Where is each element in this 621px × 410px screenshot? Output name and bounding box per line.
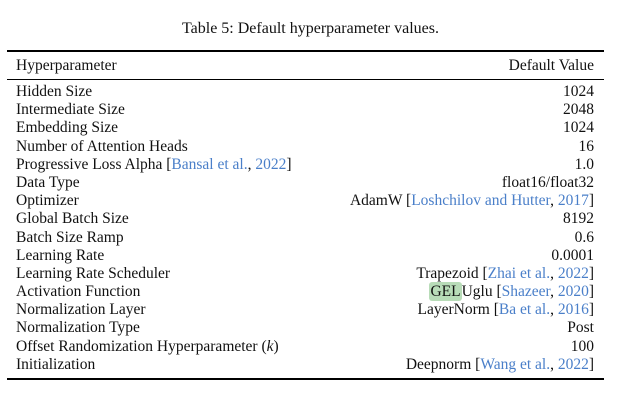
param-value: 1024 (563, 83, 594, 100)
param-name: Normalization Type (16, 319, 140, 337)
param-value: GELUglu [Shazeer, 2020] (429, 282, 594, 302)
table-row: Initialization Deepnorm [Wang et al., 20… (16, 356, 594, 374)
citation-close: ] (588, 264, 594, 282)
table-bottom-rule (7, 378, 604, 380)
header-hyperparameter: Hyperparameter (16, 57, 117, 74)
citation-sep: , (550, 283, 558, 301)
header-default-value: Default Value (508, 57, 594, 74)
param-value-text: Uglu [ (461, 283, 502, 301)
param-value: Trapezoid [Zhai et al., 2022] (416, 265, 594, 283)
param-value-text: LayerNorm [ (417, 301, 499, 319)
citation-year-link[interactable]: 2022 (557, 355, 589, 373)
table-row: Activation Function GELUglu [Shazeer, 20… (16, 282, 594, 302)
citation-sep: , (550, 301, 558, 319)
citation-year-link[interactable]: 2017 (557, 192, 589, 210)
table-header-row: Hyperparameter Default Value (16, 57, 594, 75)
table-row: Embedding Size 1024 (16, 119, 594, 137)
citation-year-link[interactable]: 2022 (557, 264, 589, 282)
table-row: Progressive Loss Alpha [Bansal et al., 2… (16, 156, 594, 174)
highlighted-text: GEL (429, 282, 462, 302)
param-value: 1024 (563, 119, 594, 137)
table-row: Learning Rate Scheduler Trapezoid [Zhai … (16, 265, 594, 283)
param-value: LayerNorm [Ba et al., 2016] (418, 301, 594, 319)
param-value: 8192 (563, 210, 594, 228)
param-value: 100 (570, 337, 594, 355)
citation-close: ] (588, 355, 594, 373)
param-value-text: Trapezoid [ (416, 264, 488, 282)
citation-sep: , (550, 192, 558, 210)
table-row: Number of Attention Heads 16 (16, 138, 594, 156)
table-row: Data Type float16/float32 (16, 174, 594, 192)
param-value: Post (567, 319, 594, 337)
table-row: Batch Size Ramp 0.6 (16, 229, 594, 247)
param-name-text: Progressive Loss Alpha [ (16, 155, 172, 173)
citation-link[interactable]: Loshchilov and Hutter (411, 192, 551, 210)
param-name: Global Batch Size (16, 210, 129, 228)
param-name: Activation Function (16, 283, 141, 301)
param-value: 2048 (563, 101, 594, 119)
param-value-text: AdamW [ (349, 192, 412, 210)
param-value-text: Deepnorm [ (405, 355, 481, 373)
math-variable: k (266, 337, 274, 355)
table-row: Normalization Layer LayerNorm [Ba et al.… (16, 301, 594, 319)
table-top-rule (7, 50, 604, 52)
citation-close: ] (588, 192, 594, 210)
param-value: 1.0 (574, 155, 594, 173)
table-row: Global Batch Size 8192 (16, 210, 594, 228)
citation-close: ] (588, 301, 594, 319)
table-row: Intermediate Size 2048 (16, 101, 594, 119)
param-name-close: ) (273, 337, 279, 355)
citation-year-link[interactable]: 2016 (557, 301, 589, 319)
param-name-text: Offset Randomization Hyperparameter ( (16, 337, 267, 355)
citation-link[interactable]: Zhai et al. (487, 264, 551, 282)
param-name: Number of Attention Heads (16, 137, 188, 155)
citation-link[interactable]: Wang et al. (480, 355, 551, 373)
citation-link[interactable]: Ba et al. (498, 301, 551, 319)
citation-close: ] (286, 155, 292, 173)
table-body: Hidden Size 1024 Intermediate Size 2048 … (16, 83, 594, 374)
param-name: Data Type (16, 173, 80, 191)
citation-sep: , (247, 155, 256, 173)
param-value: 0.0001 (551, 246, 594, 264)
param-name: Offset Randomization Hyperparameter (k) (16, 338, 279, 356)
citation-link[interactable]: Bansal et al. (171, 155, 248, 173)
table-row: Normalization Type Post (16, 319, 594, 337)
param-name: Progressive Loss Alpha [Bansal et al., 2… (16, 156, 292, 174)
table-row: Optimizer AdamW [Loshchilov and Hutter, … (16, 192, 594, 210)
table-header-rule (7, 79, 604, 80)
citation-close: ] (588, 283, 594, 301)
citation-link[interactable]: Shazeer (501, 283, 551, 301)
param-value: 0.6 (574, 228, 594, 246)
citation-year-link[interactable]: 2020 (557, 283, 589, 301)
param-name: Batch Size Ramp (16, 228, 124, 246)
table-row: Offset Randomization Hyperparameter (k) … (16, 338, 594, 356)
param-name: Initialization (16, 355, 96, 373)
citation-sep: , (550, 355, 558, 373)
param-value: float16/float32 (501, 173, 594, 191)
param-value: AdamW [Loshchilov and Hutter, 2017] (350, 192, 594, 210)
param-value: Deepnorm [Wang et al., 2022] (406, 356, 594, 374)
param-name: Hidden Size (16, 83, 93, 100)
param-name: Normalization Layer (16, 301, 146, 319)
param-name: Learning Rate Scheduler (16, 264, 171, 282)
table-caption: Table 5: Default hyperparameter values. (182, 20, 439, 37)
param-name: Embedding Size (16, 119, 119, 137)
table-row: Learning Rate 0.0001 (16, 247, 594, 265)
param-value: 16 (578, 137, 595, 155)
param-name: Learning Rate (16, 246, 105, 264)
param-name: Optimizer (16, 192, 79, 210)
table-row: Hidden Size 1024 (16, 83, 594, 101)
citation-sep: , (550, 264, 558, 282)
citation-year-link[interactable]: 2022 (255, 155, 287, 173)
param-name: Intermediate Size (16, 101, 125, 119)
